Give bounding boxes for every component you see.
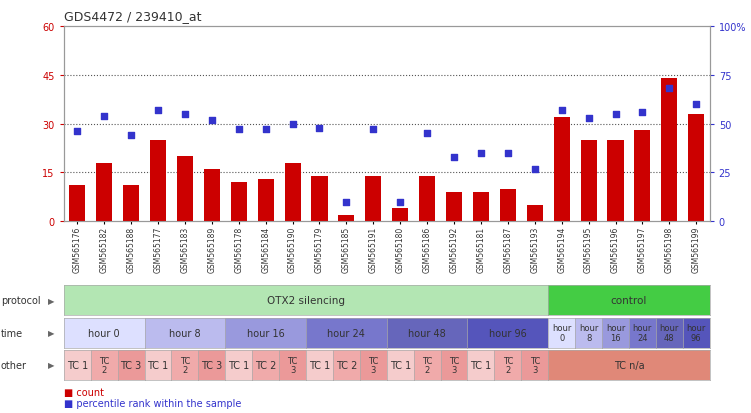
Point <box>206 117 218 124</box>
Text: TC 2: TC 2 <box>255 360 276 370</box>
Text: TC
3: TC 3 <box>288 356 297 375</box>
Text: OTX2 silencing: OTX2 silencing <box>267 296 345 306</box>
Bar <box>473 192 489 222</box>
Text: TC
3: TC 3 <box>449 356 459 375</box>
Text: TC
2: TC 2 <box>179 356 190 375</box>
Text: hour
8: hour 8 <box>579 323 599 342</box>
Point <box>179 111 191 118</box>
Text: TC 1: TC 1 <box>67 360 88 370</box>
Bar <box>96 163 113 222</box>
Text: hour
0: hour 0 <box>552 323 572 342</box>
Bar <box>365 176 382 222</box>
Text: control: control <box>611 296 647 306</box>
Text: TC 2: TC 2 <box>336 360 357 370</box>
Text: TC
3: TC 3 <box>529 356 540 375</box>
Bar <box>312 176 327 222</box>
Point <box>367 127 379 133</box>
Text: ▶: ▶ <box>48 296 55 305</box>
Bar <box>553 118 570 222</box>
Text: ▶: ▶ <box>48 361 55 370</box>
Point <box>421 131 433 138</box>
Point <box>583 115 595 122</box>
Text: time: time <box>1 328 23 338</box>
Text: TC
2: TC 2 <box>422 356 433 375</box>
Bar <box>123 186 139 222</box>
Text: hour 16: hour 16 <box>247 328 285 338</box>
Text: TC 1: TC 1 <box>228 360 249 370</box>
Text: TC 1: TC 1 <box>147 360 169 370</box>
Text: hour
24: hour 24 <box>633 323 652 342</box>
Text: hour
96: hour 96 <box>686 323 706 342</box>
Point <box>71 129 83 135</box>
Text: hour 8: hour 8 <box>169 328 201 338</box>
Text: TC 1: TC 1 <box>470 360 492 370</box>
Bar <box>392 209 409 222</box>
Bar <box>581 140 596 222</box>
Bar <box>285 163 300 222</box>
Text: TC 1: TC 1 <box>390 360 411 370</box>
Text: ■ percentile rank within the sample: ■ percentile rank within the sample <box>64 399 241 408</box>
Point <box>313 125 325 131</box>
Text: GDS4472 / 239410_at: GDS4472 / 239410_at <box>64 10 201 23</box>
Point <box>475 150 487 157</box>
Bar <box>688 114 704 222</box>
Point <box>448 154 460 161</box>
Point <box>233 127 245 133</box>
Text: TC n/a: TC n/a <box>614 360 644 370</box>
Bar <box>258 180 273 222</box>
Point <box>663 86 675 93</box>
Text: TC 3: TC 3 <box>201 360 222 370</box>
Text: hour 96: hour 96 <box>489 328 526 338</box>
Point <box>636 109 648 116</box>
Bar <box>662 79 677 222</box>
Text: TC 3: TC 3 <box>120 360 142 370</box>
Point <box>125 133 137 139</box>
Text: hour 0: hour 0 <box>89 328 120 338</box>
Point <box>98 113 110 120</box>
Text: TC
2: TC 2 <box>502 356 513 375</box>
Text: ■ count: ■ count <box>64 387 104 397</box>
Text: TC 1: TC 1 <box>309 360 330 370</box>
Bar <box>419 176 436 222</box>
Text: TC
2: TC 2 <box>99 356 110 375</box>
Bar <box>177 157 193 222</box>
Text: protocol: protocol <box>1 296 41 306</box>
Text: hour 24: hour 24 <box>327 328 365 338</box>
Point <box>152 107 164 114</box>
Text: other: other <box>1 360 27 370</box>
Text: hour 48: hour 48 <box>409 328 446 338</box>
Point <box>394 199 406 206</box>
Point <box>610 111 622 118</box>
Text: TC
3: TC 3 <box>368 356 379 375</box>
Point <box>529 166 541 173</box>
Bar <box>446 192 462 222</box>
Text: ▶: ▶ <box>48 328 55 337</box>
Bar <box>69 186 86 222</box>
Bar <box>204 170 220 222</box>
Point <box>502 150 514 157</box>
Point <box>340 199 352 206</box>
Point <box>260 127 272 133</box>
Point <box>287 121 299 128</box>
Bar <box>526 206 543 222</box>
Point <box>556 107 568 114</box>
Bar <box>150 140 166 222</box>
Point <box>690 102 702 108</box>
Bar <box>635 131 650 222</box>
Bar <box>608 140 623 222</box>
Bar <box>231 183 247 222</box>
Bar <box>500 189 516 222</box>
Bar <box>338 215 354 222</box>
Text: hour
48: hour 48 <box>659 323 679 342</box>
Text: hour
16: hour 16 <box>606 323 625 342</box>
